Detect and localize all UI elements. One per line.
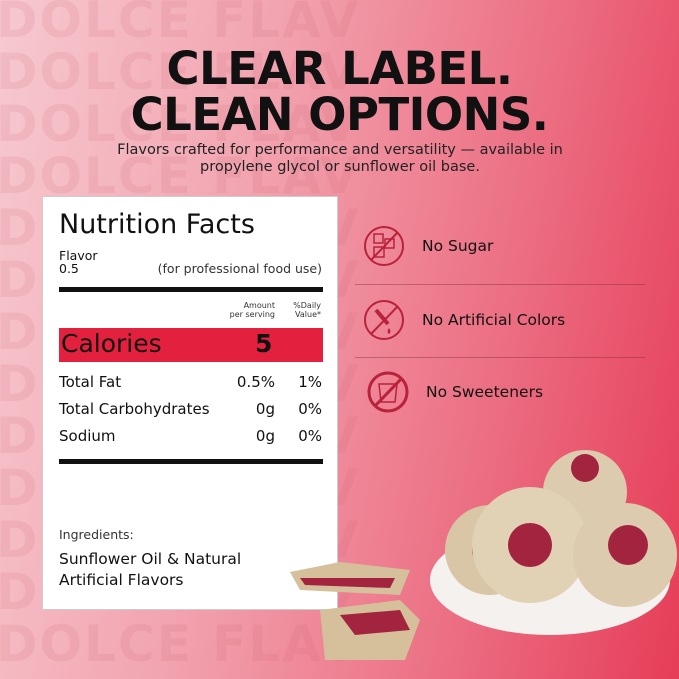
divider — [59, 287, 323, 292]
feature-no-sugar: No Sugar — [362, 213, 646, 279]
subtitle: Flavors crafted for performance and vers… — [117, 142, 563, 175]
cookies-photo — [290, 450, 677, 660]
divider — [355, 284, 645, 285]
calories-row: Calories 5 — [59, 328, 323, 362]
label-title: Nutrition Facts — [59, 209, 255, 240]
serving: 0.5 — [59, 261, 79, 276]
calories-label: Calories — [61, 329, 162, 358]
table-row: Total Carbohydrates 0g 0% — [59, 400, 322, 418]
nutrition-label: Nutrition Facts Flavor 0.5 (for professi… — [42, 196, 338, 610]
no-sugar-icon — [364, 226, 404, 266]
divider — [355, 357, 645, 358]
no-artificial-colors-icon — [364, 300, 404, 340]
feature-no-sweeteners: No Sweeteners — [366, 359, 650, 425]
amount-header: Amount per serving — [229, 301, 275, 319]
feature-no-artificial-colors: No Artificial Colors — [362, 287, 646, 353]
ingredients: Sunflower Oil & Natural Artificial Flavor… — [59, 550, 242, 589]
table-row: Total Fat 0.5% 1% — [59, 373, 322, 391]
feature-label: No Artificial Colors — [422, 311, 566, 329]
feature-label: No Sugar — [422, 237, 494, 255]
divider — [59, 459, 323, 464]
headline: CLEAR LABEL. CLEAN OPTIONS. — [130, 42, 549, 141]
use-note: (for professional food use) — [157, 261, 322, 276]
ingredients-label: Ingredients: — [59, 527, 134, 542]
feature-label: No Sweeteners — [426, 383, 544, 401]
no-sweeteners-icon — [367, 371, 409, 413]
calories-value: 5 — [255, 329, 273, 358]
flavor-label: Flavor — [59, 248, 98, 263]
table-row: Sodium 0g 0% — [59, 427, 322, 445]
dv-header: %Daily Value* — [293, 301, 321, 319]
